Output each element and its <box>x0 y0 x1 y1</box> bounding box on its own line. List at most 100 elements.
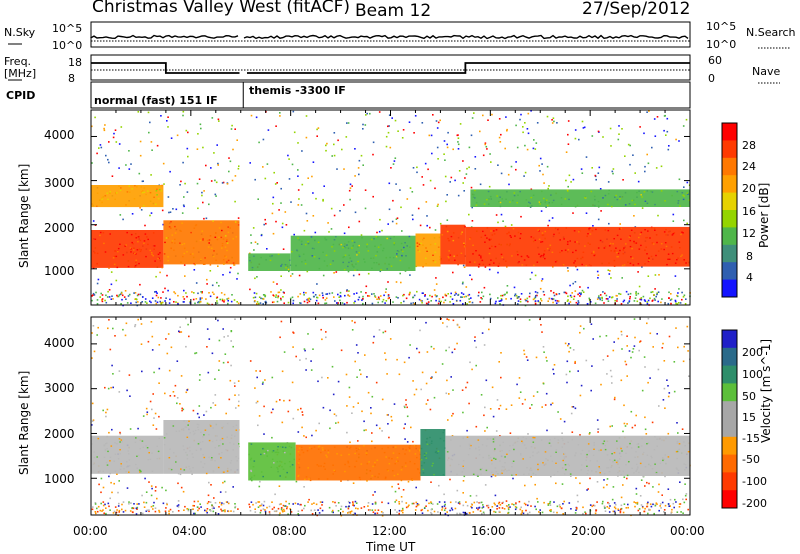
velocity-ground <box>647 501 649 504</box>
velocity-ground <box>95 512 97 515</box>
power-ground <box>382 298 385 301</box>
power-texel <box>544 230 546 233</box>
power-ground <box>577 301 580 304</box>
velocity-ground <box>582 506 584 509</box>
power-texel <box>509 243 511 245</box>
power-texel <box>484 234 487 237</box>
velocity-texel <box>222 426 225 428</box>
power-texel <box>686 192 689 194</box>
velocity-texel <box>360 463 363 465</box>
xtick-6: 00:00 <box>670 524 705 538</box>
velocity-texel <box>477 439 480 441</box>
velocity-ground <box>498 507 501 509</box>
velocity-ground <box>505 505 508 507</box>
power-texel <box>190 231 192 234</box>
power-speckle <box>280 289 282 291</box>
power-speckle <box>234 175 237 177</box>
power-ground <box>569 294 572 297</box>
velocity-ground <box>400 510 403 512</box>
power-texel <box>130 248 132 250</box>
velocity-speckle <box>390 415 393 418</box>
power-ground <box>535 294 537 297</box>
power-texel <box>518 261 520 263</box>
velocity-texel <box>520 453 522 455</box>
velocity-speckle <box>574 360 576 363</box>
power-ground <box>183 298 186 300</box>
velocity-speckle <box>283 351 286 353</box>
power-speckle <box>646 111 648 113</box>
power-speckle <box>364 207 367 210</box>
power-texel <box>514 235 516 237</box>
power-texel <box>390 265 393 267</box>
power-ground <box>383 294 385 297</box>
velocity-speckle <box>280 507 283 509</box>
velocity-texel <box>263 452 266 455</box>
velocity-texel <box>450 439 452 441</box>
power-ground <box>101 299 103 301</box>
velocity-speckle <box>633 345 636 347</box>
velocity-texel <box>667 456 670 458</box>
power-ground <box>454 291 457 294</box>
power-ground <box>459 299 462 302</box>
power-texel <box>171 234 174 236</box>
velocity-speckle <box>94 502 97 504</box>
velocity-speckle <box>451 351 454 354</box>
power-speckle <box>629 163 631 166</box>
power-speckle <box>388 182 391 185</box>
power-speckle <box>658 274 660 276</box>
velocity-speckle <box>230 510 232 512</box>
velocity-ground <box>402 509 404 511</box>
velocity-texel <box>414 453 417 455</box>
power-texel <box>672 233 675 235</box>
power-texel <box>589 243 591 245</box>
velocity-speckle <box>446 318 448 320</box>
velocity-ground <box>100 502 102 505</box>
velocity-speckle <box>301 414 304 416</box>
power-ground <box>165 297 167 299</box>
power-texel <box>593 195 596 198</box>
power-speckle <box>607 269 610 271</box>
velocity-texel <box>208 433 210 436</box>
power-texel <box>665 228 667 231</box>
velocity-ground <box>527 504 529 507</box>
power-ground <box>622 300 625 303</box>
velocity-speckle <box>646 502 649 505</box>
power-texel <box>464 226 466 228</box>
power-speckle <box>446 146 449 149</box>
power-texel <box>207 246 210 248</box>
power-ground <box>371 293 373 295</box>
velocity-texel <box>215 439 218 442</box>
velocity-ground <box>398 503 401 505</box>
power-speckle <box>468 213 470 216</box>
velocity-ground <box>371 503 374 505</box>
velocity-texel <box>281 446 284 448</box>
power-speckle <box>608 273 611 275</box>
power-texel <box>220 236 223 239</box>
velocity-ground <box>319 507 322 510</box>
power-speckle <box>272 281 275 283</box>
power-speckle <box>287 154 289 157</box>
power-texel <box>529 206 532 208</box>
velocity-ground <box>430 511 432 514</box>
power-ground <box>101 298 104 300</box>
velocity-ground <box>454 507 457 510</box>
velocity-texel <box>431 440 433 442</box>
velocity-speckle <box>301 509 303 512</box>
power-speckle <box>316 135 318 137</box>
power-ground <box>588 297 591 300</box>
velocity-texel <box>326 456 328 458</box>
velocity-speckle <box>415 388 418 391</box>
velocity-texel <box>186 436 189 438</box>
velocity-texel <box>396 456 399 459</box>
velocity-texel <box>593 442 596 444</box>
power-texel <box>143 191 146 193</box>
velocity-ground <box>476 501 478 503</box>
power-texel <box>636 191 638 194</box>
velocity-texel <box>580 469 583 471</box>
power-texel <box>271 255 273 257</box>
power-speckle <box>218 285 220 287</box>
panel-frames <box>90 109 691 516</box>
velocity-speckle <box>534 483 536 486</box>
power-speckle <box>591 135 594 137</box>
velocity-texel <box>659 462 662 464</box>
